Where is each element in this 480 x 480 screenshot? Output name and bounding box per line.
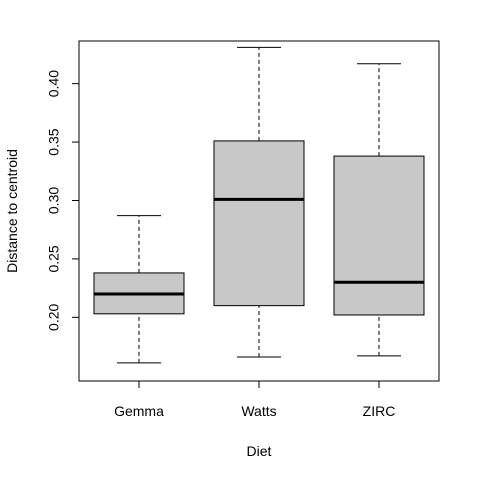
x-tick-label: Watts (241, 403, 276, 419)
box-zirc (333, 63, 425, 357)
x-tick-label: Gemma (114, 403, 164, 419)
iqr-box (333, 155, 425, 316)
iqr-box (213, 140, 305, 307)
x-axis-label: Diet (247, 443, 272, 459)
y-tick-label: 0.20 (46, 303, 62, 330)
box-watts (213, 46, 305, 358)
boxes-group (93, 46, 425, 364)
y-tick-label: 0.40 (46, 70, 62, 97)
x-tick-label: ZIRC (363, 403, 396, 419)
box-gemma (93, 215, 185, 364)
y-tick-label: 0.30 (46, 187, 62, 214)
y-axis: 0.20 0.25 0.30 0.35 0.40 (46, 70, 80, 331)
x-axis: Gemma Watts ZIRC (114, 380, 396, 419)
y-tick-label: 0.35 (46, 128, 62, 155)
y-axis-label: Distance to centroid (4, 149, 20, 273)
y-tick-label: 0.25 (46, 245, 62, 272)
